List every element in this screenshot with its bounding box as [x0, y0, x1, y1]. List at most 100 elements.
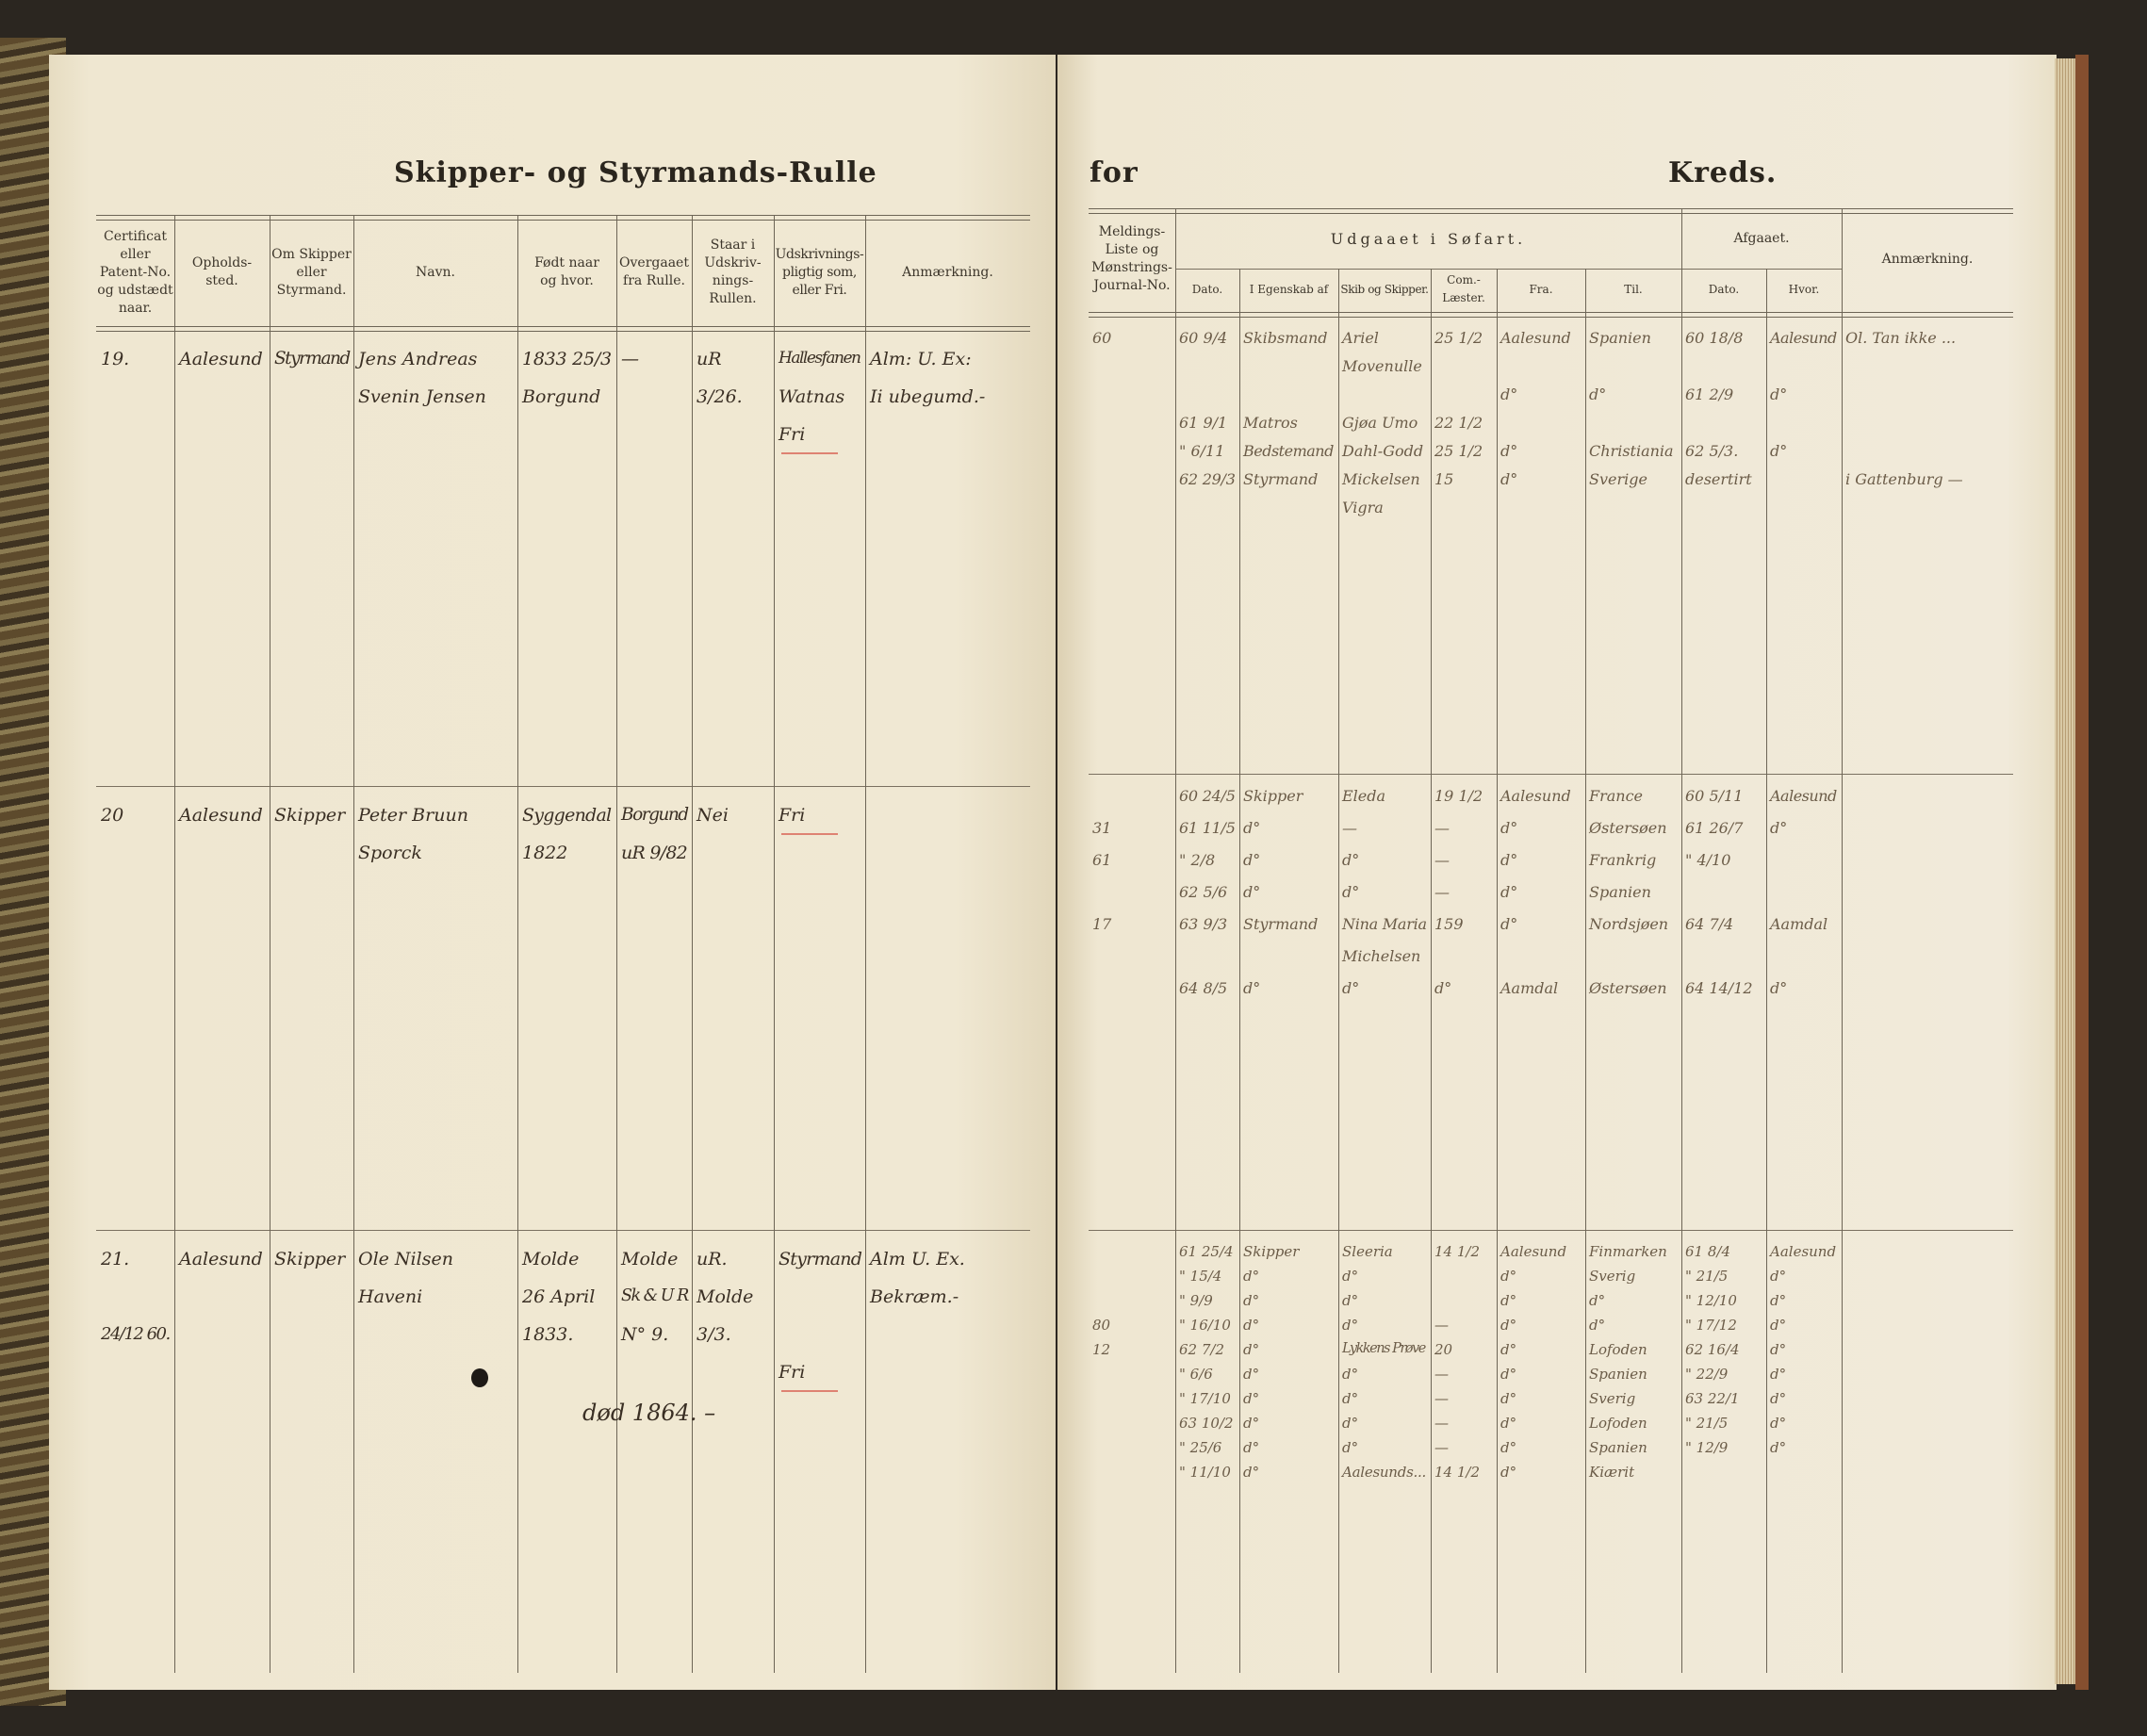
entry-cell-text: " 12/10: [1685, 1292, 1737, 1309]
entry-cell-text: 61: [1092, 851, 1112, 869]
entry-cell-text: 62 7/2: [1179, 1341, 1224, 1358]
entry-cell-text: d°: [1770, 1292, 1787, 1309]
red-underline: [781, 1390, 838, 1392]
row-separator: [1089, 1230, 2013, 1231]
entry-cell-text: 20: [1434, 1341, 1453, 1358]
entry-cell-text: Molde: [522, 1249, 580, 1269]
entry-cell-text: Frankrig: [1589, 851, 1657, 869]
entry-cell-text: 64 7/4: [1685, 915, 1734, 933]
entry-cell-text: 60 5/11: [1685, 787, 1744, 805]
entry-cell-text: 63 22/1: [1685, 1390, 1740, 1407]
entry-cell-text: 61 9/1: [1179, 414, 1228, 432]
entry-cell-text: Christiania: [1589, 442, 1674, 460]
entry-cell-text: 25 1/2: [1434, 329, 1483, 347]
entry-cell-text: " 15/4: [1179, 1268, 1222, 1285]
entry-cell-text: d°: [1500, 1341, 1517, 1358]
column-header: Com.- Læster.: [1442, 273, 1485, 304]
entry-cell-text: 61 25/4: [1179, 1243, 1234, 1260]
entry-cell-text: d°: [1342, 1268, 1359, 1285]
entry-cell-text: d°: [1589, 1317, 1606, 1334]
entry-cell-text: Spanien: [1589, 1366, 1647, 1383]
entry-cell-text: d°: [1243, 1341, 1260, 1358]
entry-cell-text: Aamdal: [1770, 915, 1828, 933]
entry-cell-text: Ii ubegumd.-: [870, 386, 986, 407]
entry-cell-text: Eleda: [1342, 787, 1386, 805]
entry-cell-text: " 12/9: [1685, 1439, 1729, 1456]
column-rule: [1766, 269, 1767, 1673]
entry-cell-text: d°: [1500, 1390, 1517, 1407]
entry-cell-text: Aalesund: [1770, 329, 1837, 347]
column-header: Udskrivnings- pligtig som, eller Fri.: [775, 246, 864, 298]
column-header: Om Skipper eller Styrmand.: [271, 246, 352, 298]
entry-cell-text: d°: [1770, 1341, 1787, 1358]
entry-cell-text: d°: [1342, 1390, 1359, 1407]
entry-cell-text: —: [621, 349, 639, 369]
row-separator: [1089, 774, 2013, 775]
entry-cell-text: Sverig: [1589, 1268, 1636, 1285]
entry-cell-text: Spanien: [1589, 883, 1651, 901]
entry-cell-text: 80: [1092, 1317, 1111, 1334]
entry-cell-text: 60 9/4: [1179, 329, 1228, 347]
entry-cell-text: d°: [1500, 1439, 1517, 1456]
entry-cell-text: Mickelsen: [1342, 470, 1420, 488]
entry-cell-text: d°: [1243, 1366, 1260, 1383]
right-title-kreds: Kreds.: [1668, 156, 1778, 189]
entry-cell-text: —: [1434, 1317, 1449, 1334]
column-header: Hvor.: [1788, 282, 1820, 296]
column-header: Anmærkning.: [902, 264, 993, 280]
entry-cell-text: uR 9/82: [621, 843, 688, 863]
column-header: Skib og Skipper.: [1340, 282, 1429, 296]
entry-cell-text: 60 24/5: [1179, 787, 1236, 805]
entry-cell-text: d°: [1342, 1439, 1359, 1456]
entry-cell-text: Styrmand: [778, 1249, 862, 1269]
column-rule: [1681, 208, 1682, 1673]
entry-cell-text: 24/12 60.: [101, 1324, 171, 1344]
entry-cell-text: Ariel: [1342, 329, 1379, 347]
entry-cell-text: Aalesund: [1500, 329, 1571, 347]
entry-cell-text: d°: [1342, 1292, 1359, 1309]
entry-cell-text: Svenin Jensen: [358, 386, 486, 407]
entry-cell-text: Sverige: [1589, 470, 1647, 488]
column-rule: [774, 215, 775, 1673]
entry-cell-text: d°: [1243, 979, 1261, 997]
entry-cell-text: d°: [1500, 385, 1518, 403]
entry-cell-text: Nina Maria: [1342, 915, 1427, 933]
entry-cell-text: Kiærit: [1589, 1464, 1635, 1481]
entry-cell-text: Aalesund: [1500, 1243, 1567, 1260]
entry-cell-text: Alm: U. Ex:: [870, 349, 972, 369]
entry-cell-text: d°: [1770, 979, 1788, 997]
right-title-for: for: [1090, 156, 1139, 189]
column-header: Opholds- sted.: [191, 255, 253, 288]
entry-cell-text: " 9/9: [1179, 1292, 1213, 1309]
entry-cell-text: Molde: [621, 1249, 679, 1269]
entry-cell-text: Syggendal: [522, 805, 612, 826]
entry-cell-text: Sleeria: [1342, 1243, 1393, 1260]
entry-cell-text: " 21/5: [1685, 1415, 1729, 1432]
entry-cell-text: Skipper: [1243, 1243, 1300, 1260]
entry-cell-text: Styrmand: [1243, 470, 1319, 488]
entry-cell-text: uR.: [697, 1249, 728, 1269]
page-edges: [2055, 58, 2075, 1684]
entry-cell-text: Nordsjøen: [1589, 915, 1669, 933]
entry-cell-text: 62 5/6: [1179, 883, 1228, 901]
entry-cell-text: 14 1/2: [1434, 1464, 1480, 1481]
entry-cell-text: Peter Bruun: [358, 805, 468, 826]
row-separator: [96, 1230, 1030, 1231]
entry-cell-text: d°: [1500, 1464, 1517, 1481]
entry-cell-text: Sporck: [358, 843, 422, 863]
entry-cell-text: Molde: [697, 1286, 754, 1307]
entry-cell-text: 25 1/2: [1434, 442, 1483, 460]
column-rule: [1497, 269, 1498, 1673]
column-header: Navn.: [416, 264, 455, 280]
entry-cell-text: 61 11/5: [1179, 819, 1236, 837]
entry-cell-text: Sk & U R: [621, 1286, 689, 1305]
row-separator: [96, 786, 1030, 787]
entry-cell-text: 1833 25/3: [522, 349, 612, 369]
entry-cell-text: 60: [1092, 329, 1112, 347]
entry-cell-text: d°: [1243, 1464, 1260, 1481]
entry-cell-text: d°: [1500, 1317, 1517, 1334]
column-header: Overgaaet fra Rulle.: [619, 255, 689, 288]
entry-cell-text: d°: [1342, 1317, 1359, 1334]
entry-cell-text: Alm U. Ex.: [870, 1249, 965, 1269]
entry-cell-text: Bekræm.-: [870, 1286, 959, 1307]
